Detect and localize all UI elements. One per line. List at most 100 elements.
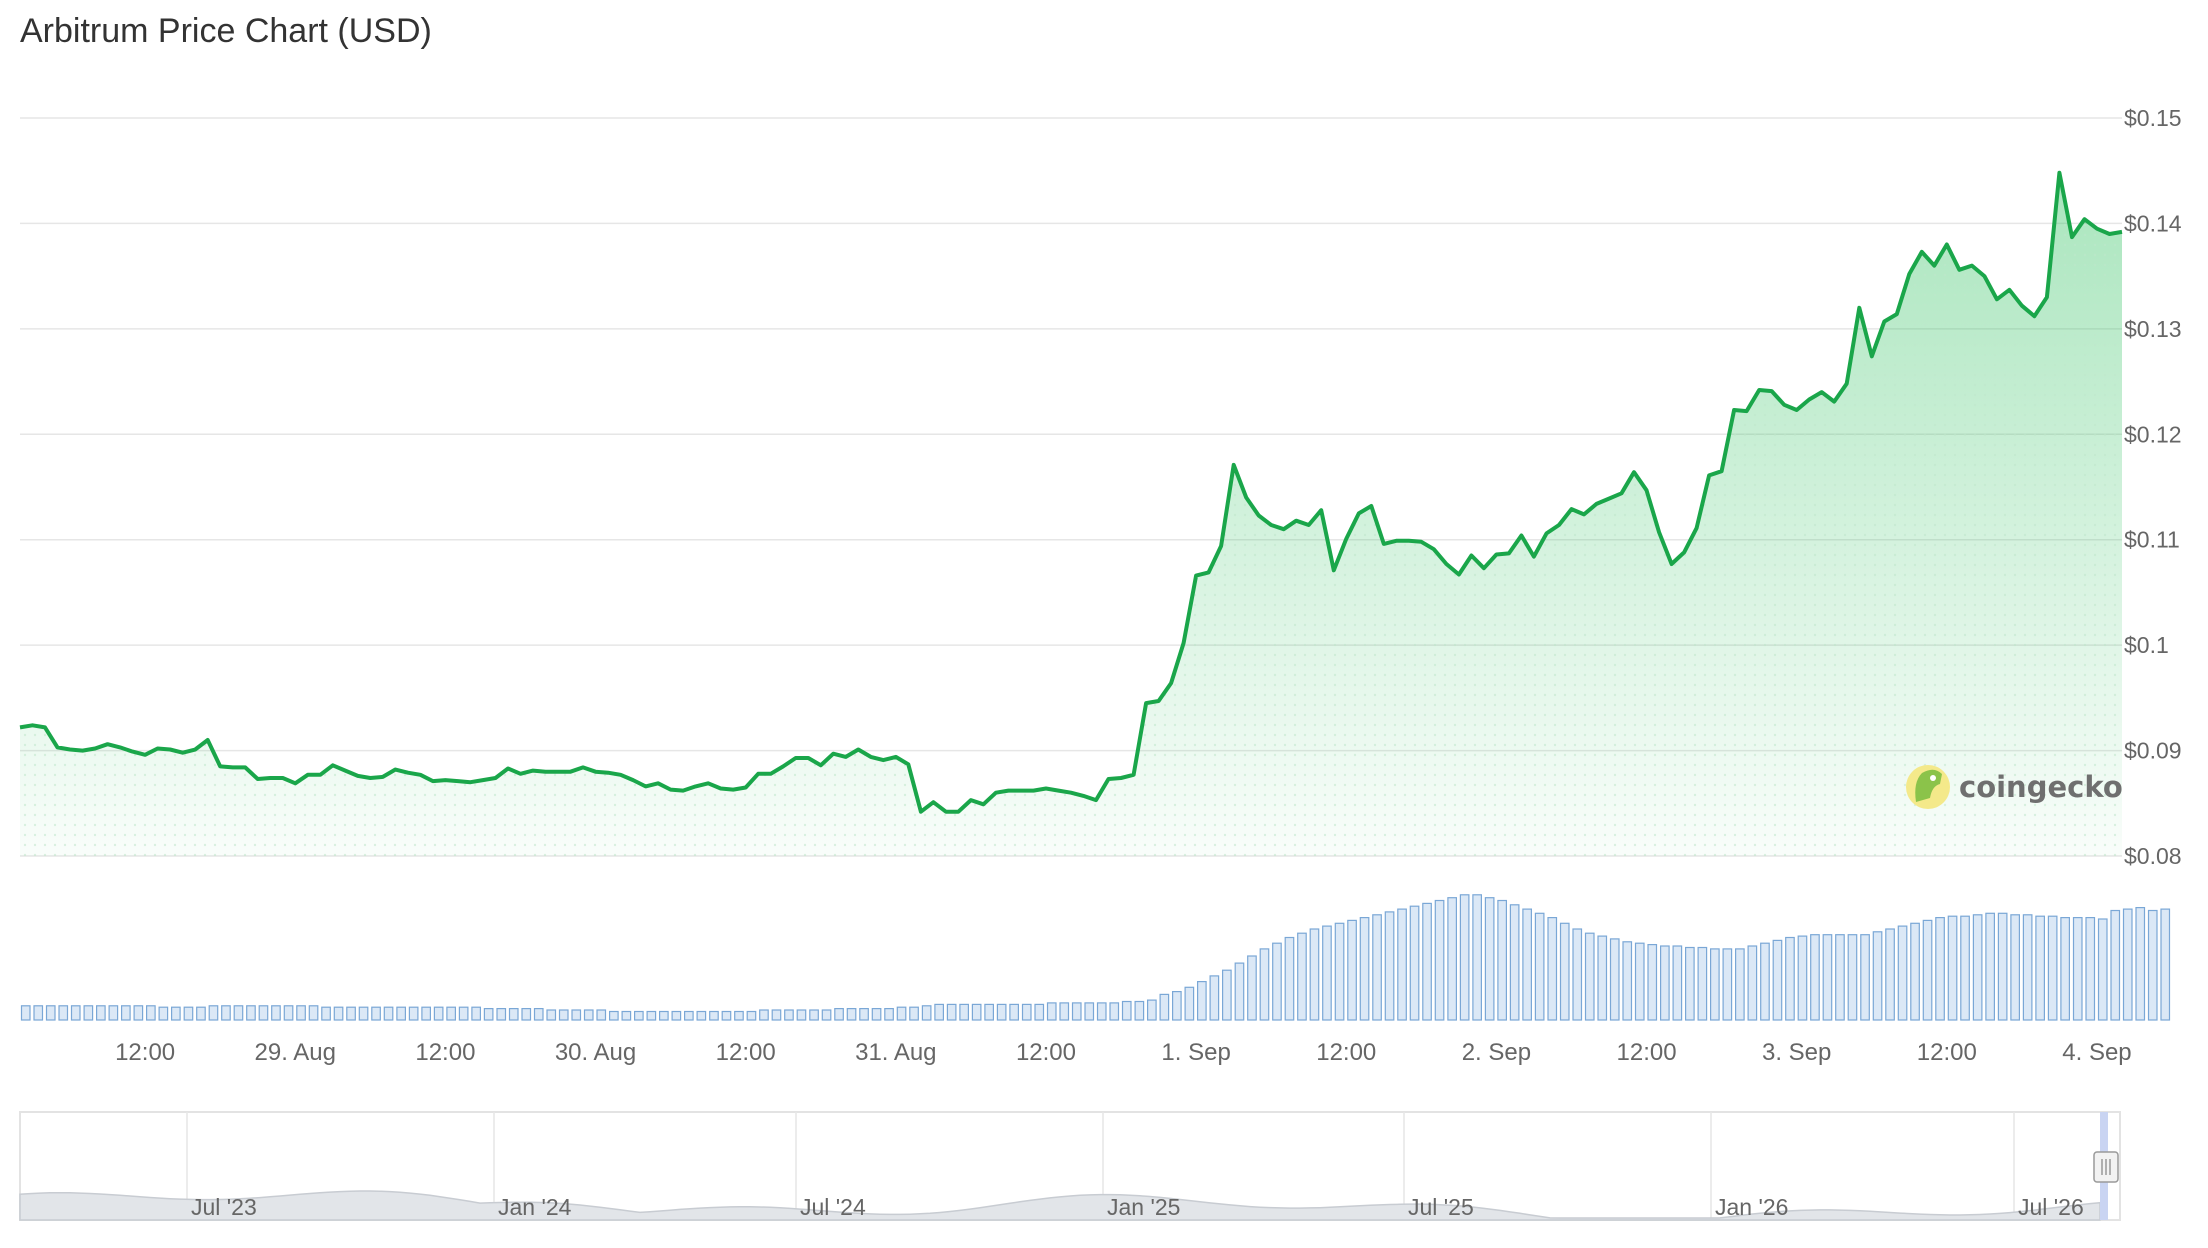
volume-bar[interactable]: [1684, 946, 1695, 1021]
volume-bar[interactable]: [1709, 948, 1720, 1021]
volume-bar[interactable]: [709, 1010, 719, 1021]
volume-bar[interactable]: [734, 1010, 744, 1021]
volume-bar[interactable]: [1297, 932, 1307, 1021]
volume-bar[interactable]: [1634, 942, 1645, 1021]
volume-bar[interactable]: [521, 1007, 532, 1021]
volume-bar[interactable]: [1484, 897, 1495, 1021]
volume-bar[interactable]: [171, 1006, 181, 1021]
volume-bar[interactable]: [70, 1005, 81, 1021]
volume-bar[interactable]: [1722, 948, 1733, 1021]
volume-bar[interactable]: [2135, 906, 2146, 1021]
volume-bar[interactable]: [1985, 912, 1996, 1021]
volume-bar[interactable]: [771, 1009, 782, 1021]
volume-bar[interactable]: [271, 1005, 281, 1021]
volume-bar[interactable]: [633, 1010, 644, 1021]
volume-bar[interactable]: [971, 1003, 982, 1021]
volume-bar[interactable]: [746, 1010, 757, 1021]
volume-bar[interactable]: [1947, 915, 1958, 1021]
volume-bar[interactable]: [2122, 908, 2133, 1021]
volume-bar[interactable]: [984, 1003, 995, 1021]
volume-bar[interactable]: [1659, 945, 1670, 1021]
volume-bar[interactable]: [1747, 945, 1758, 1021]
volume-bar[interactable]: [1447, 897, 1458, 1021]
volume-bar[interactable]: [1622, 941, 1633, 1021]
volume-bar[interactable]: [471, 1006, 481, 1021]
volume-bar[interactable]: [321, 1006, 331, 1021]
volume-bar[interactable]: [120, 1005, 131, 1021]
volume-bar[interactable]: [846, 1007, 857, 1021]
volume-bar[interactable]: [946, 1003, 957, 1021]
volume-bar[interactable]: [996, 1003, 1007, 1021]
range-navigator[interactable]: Jul '23 Jan '24 Jul '24 Jan '25 Jul '25 Jan '…: [19, 1111, 2121, 1221]
volume-bar[interactable]: [2160, 908, 2171, 1021]
volume-bar[interactable]: [1347, 919, 1357, 1021]
volume-bar[interactable]: [483, 1007, 494, 1021]
volume-bar[interactable]: [158, 1006, 169, 1021]
volume-bar[interactable]: [296, 1005, 306, 1021]
volume-bar[interactable]: [1897, 925, 1908, 1021]
volume-bar[interactable]: [1559, 922, 1570, 1021]
volume-bar[interactable]: [1071, 1002, 1082, 1021]
volume-bar[interactable]: [884, 1007, 894, 1021]
volume-bar[interactable]: [934, 1003, 945, 1021]
volume-bar[interactable]: [909, 1006, 919, 1021]
volume-bar[interactable]: [2022, 914, 2033, 1021]
volume-bar[interactable]: [1121, 1000, 1132, 1021]
volume-bar[interactable]: [1534, 912, 1545, 1021]
volume-bar[interactable]: [1109, 1002, 1120, 1021]
volume-bar[interactable]: [1497, 899, 1508, 1021]
volume-bar[interactable]: [383, 1006, 394, 1021]
volume-bar[interactable]: [133, 1005, 144, 1021]
volume-bar[interactable]: [921, 1005, 932, 1021]
volume-bar[interactable]: [896, 1006, 907, 1021]
volume-bar[interactable]: [146, 1005, 156, 1021]
volume-bar[interactable]: [2097, 918, 2108, 1021]
volume-bar[interactable]: [1910, 922, 1920, 1021]
volume-bar[interactable]: [1772, 939, 1783, 1021]
volume-bar[interactable]: [871, 1007, 882, 1021]
price-line[interactable]: [19, 170, 2123, 814]
volume-bar[interactable]: [959, 1003, 970, 1021]
volume-bar[interactable]: [1522, 908, 1533, 1021]
volume-bar[interactable]: [1810, 934, 1820, 1021]
volume-bar[interactable]: [1472, 894, 1483, 1021]
volume-bar[interactable]: [496, 1007, 507, 1021]
volume-bar[interactable]: [1234, 962, 1245, 1021]
volume-bar[interactable]: [1434, 899, 1445, 1021]
volume-bar[interactable]: [1597, 935, 1608, 1021]
volume-bar[interactable]: [1960, 915, 1970, 1021]
volume-bar[interactable]: [283, 1005, 294, 1021]
volume-bar[interactable]: [558, 1009, 569, 1021]
volume-bar[interactable]: [821, 1009, 832, 1021]
volume-bar[interactable]: [358, 1006, 369, 1021]
volume-bar[interactable]: [1171, 990, 1182, 1021]
volume-bar[interactable]: [596, 1009, 607, 1021]
volume-bar[interactable]: [1972, 914, 1983, 1021]
volume-bar[interactable]: [1259, 948, 1270, 1021]
volume-bar[interactable]: [1609, 938, 1620, 1021]
volume-bar[interactable]: [1885, 928, 1895, 1021]
volume-bar[interactable]: [371, 1006, 381, 1021]
volume-bar[interactable]: [1221, 969, 1232, 1021]
volume-bar[interactable]: [2010, 914, 2021, 1021]
volume-bar[interactable]: [1572, 928, 1583, 1021]
volume-bar[interactable]: [2072, 916, 2083, 1021]
volume-bar[interactable]: [58, 1005, 69, 1021]
volume-bar[interactable]: [1084, 1002, 1095, 1021]
volume-bar[interactable]: [571, 1009, 582, 1021]
volume-bar[interactable]: [1459, 894, 1470, 1021]
volume-bar[interactable]: [1134, 1000, 1145, 1021]
volume-bar[interactable]: [1284, 936, 1295, 1021]
volume-bar[interactable]: [583, 1009, 594, 1021]
volume-bar[interactable]: [1872, 931, 1883, 1021]
volume-bar[interactable]: [2110, 909, 2121, 1021]
volume-bar[interactable]: [421, 1006, 431, 1021]
volume-bar[interactable]: [721, 1010, 732, 1021]
volume-bar[interactable]: [1785, 936, 1795, 1021]
volume-bar[interactable]: [1146, 999, 1157, 1021]
volume-bar[interactable]: [1159, 993, 1170, 1021]
volume-bar[interactable]: [1196, 980, 1207, 1021]
volume-bar[interactable]: [233, 1005, 244, 1021]
volume-bar[interactable]: [1935, 916, 1945, 1021]
volume-bar[interactable]: [508, 1007, 519, 1021]
